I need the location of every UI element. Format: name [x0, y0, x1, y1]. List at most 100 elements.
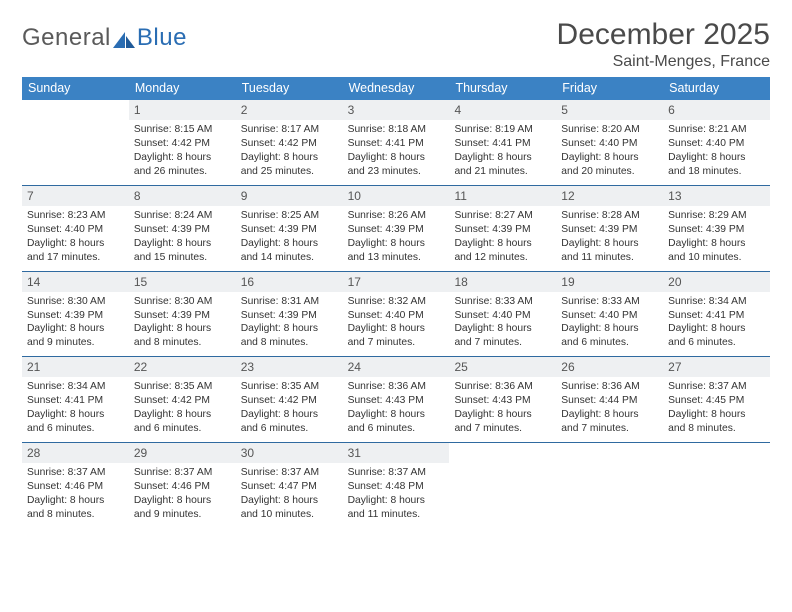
day-info: Sunrise: 8:33 AMSunset: 4:40 PMDaylight:… [561, 295, 658, 351]
sunrise-line: Sunrise: 8:31 AM [241, 295, 338, 309]
sunset-line: Sunset: 4:39 PM [454, 223, 551, 237]
day-info: Sunrise: 8:21 AMSunset: 4:40 PMDaylight:… [668, 123, 765, 179]
day-cell: 26Sunrise: 8:36 AMSunset: 4:44 PMDayligh… [556, 357, 663, 442]
week-row: 21Sunrise: 8:34 AMSunset: 4:41 PMDayligh… [22, 356, 770, 442]
daylight-line: Daylight: 8 hours and 21 minutes. [454, 151, 551, 179]
sunset-line: Sunset: 4:41 PM [668, 309, 765, 323]
daylight-line: Daylight: 8 hours and 13 minutes. [348, 237, 445, 265]
daylight-line: Daylight: 8 hours and 7 minutes. [561, 408, 658, 436]
sunrise-line: Sunrise: 8:34 AM [668, 295, 765, 309]
sunset-line: Sunset: 4:42 PM [134, 137, 231, 151]
sunset-line: Sunset: 4:46 PM [134, 480, 231, 494]
day-number: 16 [236, 272, 343, 292]
daylight-line: Daylight: 8 hours and 12 minutes. [454, 237, 551, 265]
day-info: Sunrise: 8:37 AMSunset: 4:46 PMDaylight:… [27, 466, 124, 522]
location-label: Saint-Menges, France [557, 53, 770, 71]
weekday-header: Monday [129, 77, 236, 100]
day-cell: 2Sunrise: 8:17 AMSunset: 4:42 PMDaylight… [236, 100, 343, 185]
daylight-line: Daylight: 8 hours and 7 minutes. [348, 322, 445, 350]
day-cell: 31Sunrise: 8:37 AMSunset: 4:48 PMDayligh… [343, 443, 450, 528]
sunset-line: Sunset: 4:43 PM [454, 394, 551, 408]
header: General Blue December 2025 Saint-Menges,… [22, 18, 770, 71]
sunrise-line: Sunrise: 8:27 AM [454, 209, 551, 223]
day-info: Sunrise: 8:33 AMSunset: 4:40 PMDaylight:… [454, 295, 551, 351]
week-row: 1Sunrise: 8:15 AMSunset: 4:42 PMDaylight… [22, 100, 770, 185]
day-info: Sunrise: 8:15 AMSunset: 4:42 PMDaylight:… [134, 123, 231, 179]
day-number: 9 [236, 186, 343, 206]
day-info: Sunrise: 8:37 AMSunset: 4:45 PMDaylight:… [668, 380, 765, 436]
day-cell: 24Sunrise: 8:36 AMSunset: 4:43 PMDayligh… [343, 357, 450, 442]
daylight-line: Daylight: 8 hours and 8 minutes. [241, 322, 338, 350]
week-row: 14Sunrise: 8:30 AMSunset: 4:39 PMDayligh… [22, 271, 770, 357]
day-number: 18 [449, 272, 556, 292]
day-number: 11 [449, 186, 556, 206]
daylight-line: Daylight: 8 hours and 17 minutes. [27, 237, 124, 265]
week-row: 7 Sunrise: 8:23 AMSunset: 4:40 PMDaylight… [22, 185, 770, 271]
day-cell: 27Sunrise: 8:37 AMSunset: 4:45 PMDayligh… [663, 357, 770, 442]
sunrise-line: Sunrise: 8:37 AM [668, 380, 765, 394]
sunset-line: Sunset: 4:40 PM [668, 137, 765, 151]
day-cell-empty [663, 443, 770, 528]
sunrise-line: Sunrise: 8:19 AM [454, 123, 551, 137]
day-info: Sunrise: 8:36 AMSunset: 4:43 PMDaylight:… [454, 380, 551, 436]
day-cell: 22Sunrise: 8:35 AMSunset: 4:42 PMDayligh… [129, 357, 236, 442]
day-cell-empty [556, 443, 663, 528]
weekday-header: Sunday [22, 77, 129, 100]
sunrise-line: Sunrise: 8:37 AM [134, 466, 231, 480]
sunset-line: Sunset: 4:42 PM [241, 394, 338, 408]
sunrise-line: Sunrise: 8:28 AM [561, 209, 658, 223]
day-info: Sunrise: 8:18 AMSunset: 4:41 PMDaylight:… [348, 123, 445, 179]
day-number: 22 [129, 357, 236, 377]
day-number: 14 [22, 272, 129, 292]
daylight-line: Daylight: 8 hours and 8 minutes. [134, 322, 231, 350]
day-number: 7 [22, 186, 129, 206]
day-cell-empty [449, 443, 556, 528]
daylight-line: Daylight: 8 hours and 8 minutes. [668, 408, 765, 436]
day-cell: 19Sunrise: 8:33 AMSunset: 4:40 PMDayligh… [556, 272, 663, 357]
daylight-line: Daylight: 8 hours and 23 minutes. [348, 151, 445, 179]
sunrise-line: Sunrise: 8:36 AM [454, 380, 551, 394]
day-number: 15 [129, 272, 236, 292]
sunset-line: Sunset: 4:39 PM [348, 223, 445, 237]
daylight-line: Daylight: 8 hours and 7 minutes. [454, 408, 551, 436]
day-info: Sunrise: 8:30 AMSunset: 4:39 PMDaylight:… [134, 295, 231, 351]
day-info: Sunrise: 8:37 AMSunset: 4:46 PMDaylight:… [134, 466, 231, 522]
day-info: Sunrise: 8:20 AMSunset: 4:40 PMDaylight:… [561, 123, 658, 179]
day-number: 13 [663, 186, 770, 206]
day-info: Sunrise: 8:32 AMSunset: 4:40 PMDaylight:… [348, 295, 445, 351]
day-number: 10 [343, 186, 450, 206]
sunset-line: Sunset: 4:41 PM [27, 394, 124, 408]
sunset-line: Sunset: 4:39 PM [134, 223, 231, 237]
day-number: 4 [449, 100, 556, 120]
sunrise-line: Sunrise: 8:20 AM [561, 123, 658, 137]
weekday-header: Friday [556, 77, 663, 100]
daylight-line: Daylight: 8 hours and 6 minutes. [561, 322, 658, 350]
day-cell: 20Sunrise: 8:34 AMSunset: 4:41 PMDayligh… [663, 272, 770, 357]
sunrise-line: Sunrise: 8:24 AM [134, 209, 231, 223]
weekday-header-row: SundayMondayTuesdayWednesdayThursdayFrid… [22, 77, 770, 100]
daylight-line: Daylight: 8 hours and 6 minutes. [134, 408, 231, 436]
day-info: Sunrise: 8:37 AMSunset: 4:47 PMDaylight:… [241, 466, 338, 522]
day-cell-empty [22, 100, 129, 185]
day-info: Sunrise: 8:30 AMSunset: 4:39 PMDaylight:… [27, 295, 124, 351]
sunset-line: Sunset: 4:48 PM [348, 480, 445, 494]
day-info: Sunrise: 8:24 AMSunset: 4:39 PMDaylight:… [134, 209, 231, 265]
sunrise-line: Sunrise: 8:17 AM [241, 123, 338, 137]
sunset-line: Sunset: 4:39 PM [134, 309, 231, 323]
sunrise-line: Sunrise: 8:15 AM [134, 123, 231, 137]
day-number: 2 [236, 100, 343, 120]
sail-icon [111, 30, 137, 50]
weeks-container: 1Sunrise: 8:15 AMSunset: 4:42 PMDaylight… [22, 100, 770, 528]
sunrise-line: Sunrise: 8:35 AM [134, 380, 231, 394]
weekday-header: Tuesday [236, 77, 343, 100]
daylight-line: Daylight: 8 hours and 20 minutes. [561, 151, 658, 179]
day-number: 23 [236, 357, 343, 377]
day-cell: 11 Sunrise: 8:27 AMSunset: 4:39 PMDayligh… [449, 186, 556, 271]
day-cell: 3Sunrise: 8:18 AMSunset: 4:41 PMDaylight… [343, 100, 450, 185]
daylight-line: Daylight: 8 hours and 6 minutes. [348, 408, 445, 436]
day-number: 20 [663, 272, 770, 292]
day-info: Sunrise: 8:23 AMSunset: 4:40 PMDaylight:… [27, 209, 124, 265]
day-cell: 9Sunrise: 8:25 AMSunset: 4:39 PMDaylight… [236, 186, 343, 271]
day-cell: 4Sunrise: 8:19 AMSunset: 4:41 PMDaylight… [449, 100, 556, 185]
sunset-line: Sunset: 4:40 PM [27, 223, 124, 237]
